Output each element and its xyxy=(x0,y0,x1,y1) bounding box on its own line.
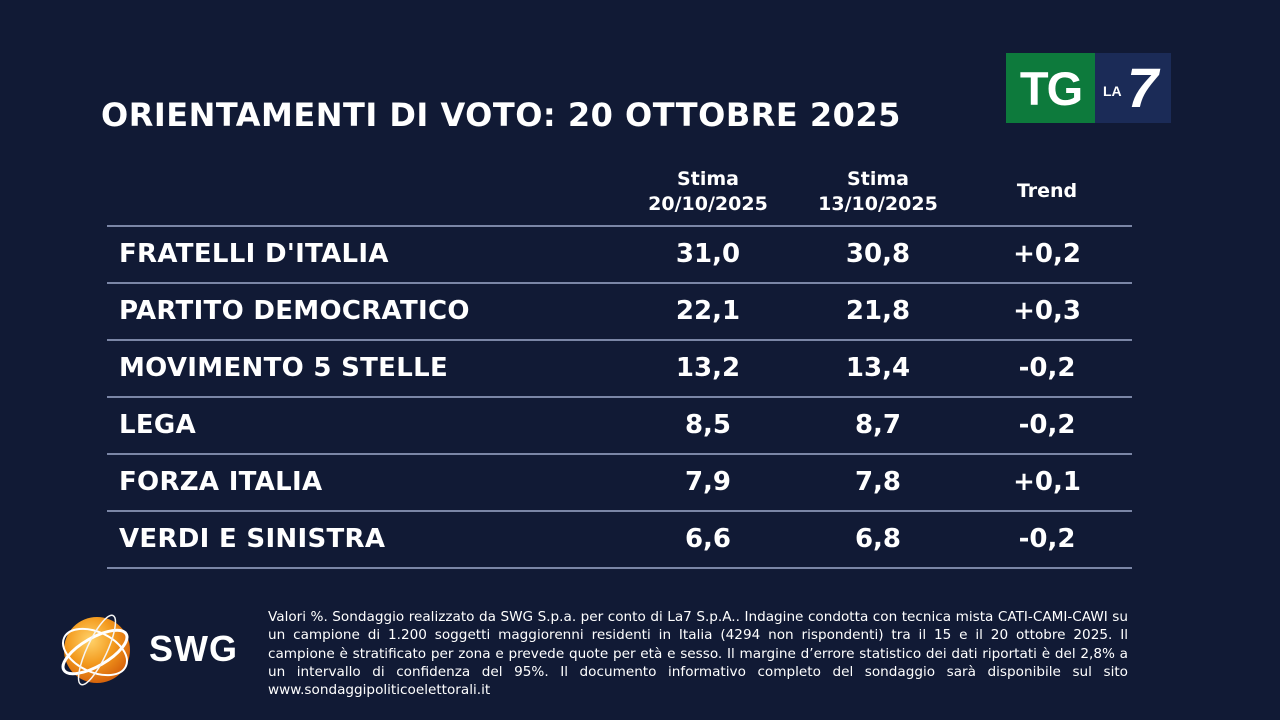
row-divider xyxy=(107,225,1132,227)
column-header-line1: Stima xyxy=(677,168,739,190)
value-current: 6,6 xyxy=(684,524,732,554)
methodology-note: Valori %. Sondaggio realizzato da SWG S.… xyxy=(268,609,1128,699)
party-label: VERDI E SINISTRA xyxy=(119,524,386,554)
column-header-1: Stima 20/10/2025 xyxy=(618,167,798,217)
row-divider xyxy=(107,510,1132,512)
value-trend: +0,3 xyxy=(1013,296,1081,326)
tg-la7-logo: TG LA 7 xyxy=(1006,53,1171,123)
party-label: FRATELLI D'ITALIA xyxy=(119,239,389,269)
la7-logo-la: LA xyxy=(1103,83,1122,99)
row-divider xyxy=(107,339,1132,341)
swg-globe-logo xyxy=(61,614,130,686)
value-previous: 7,8 xyxy=(854,467,902,497)
column-header-line2: 20/10/2025 xyxy=(648,193,768,215)
value-current: 22,1 xyxy=(675,296,741,326)
row-divider xyxy=(107,396,1132,398)
page-title: ORIENTAMENTI DI VOTO: 20 OTTOBRE 2025 xyxy=(101,96,901,134)
party-label: MOVIMENTO 5 STELLE xyxy=(119,353,449,383)
value-previous: 6,8 xyxy=(854,524,902,554)
value-previous: 13,4 xyxy=(845,353,911,383)
value-current: 7,9 xyxy=(684,467,732,497)
value-trend: -0,2 xyxy=(1018,353,1076,383)
value-trend: +0,1 xyxy=(1013,467,1081,497)
swg-wordmark: SWG xyxy=(149,628,238,669)
tg-logo-mark: TG xyxy=(1006,53,1095,123)
column-header-3: Trend xyxy=(957,179,1137,204)
column-header-line2: 13/10/2025 xyxy=(818,193,938,215)
row-divider xyxy=(107,567,1132,569)
column-header-line1: Stima xyxy=(847,168,909,190)
row-divider xyxy=(107,282,1132,284)
value-trend: -0,2 xyxy=(1018,524,1076,554)
value-previous: 30,8 xyxy=(845,239,911,269)
party-label: PARTITO DEMOCRATICO xyxy=(119,296,470,326)
value-current: 31,0 xyxy=(675,239,741,269)
party-label: LEGA xyxy=(119,410,196,440)
value-current: 13,2 xyxy=(675,353,741,383)
value-trend: +0,2 xyxy=(1013,239,1081,269)
value-trend: -0,2 xyxy=(1018,410,1076,440)
column-header-line1: Trend xyxy=(1016,180,1078,202)
la7-logo-mark: LA 7 xyxy=(1095,53,1171,123)
value-previous: 21,8 xyxy=(845,296,911,326)
value-previous: 8,7 xyxy=(854,410,902,440)
row-divider xyxy=(107,453,1132,455)
value-current: 8,5 xyxy=(684,410,732,440)
party-label: FORZA ITALIA xyxy=(119,467,323,497)
column-header-2: Stima 13/10/2025 xyxy=(788,167,968,217)
la7-logo-seven: 7 xyxy=(1127,56,1159,119)
